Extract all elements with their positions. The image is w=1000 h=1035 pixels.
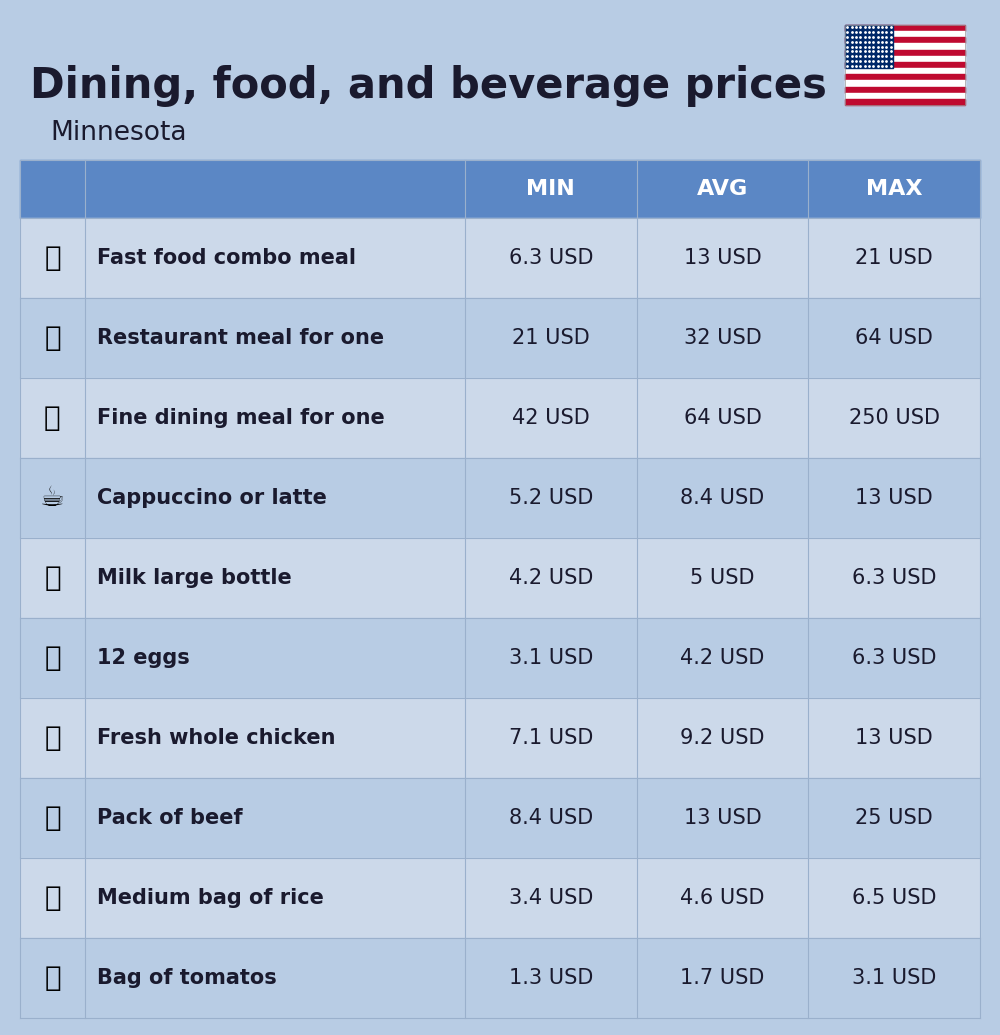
Text: 6.3 USD: 6.3 USD (852, 648, 936, 668)
Bar (845, 25, 965, 105)
Bar (845, 99, 965, 105)
Text: 5.2 USD: 5.2 USD (509, 487, 593, 508)
Text: 21 USD: 21 USD (512, 328, 590, 348)
Text: 4.6 USD: 4.6 USD (680, 888, 765, 908)
Text: 12 eggs: 12 eggs (97, 648, 190, 668)
Bar (845, 75, 965, 81)
Text: 32 USD: 32 USD (684, 328, 761, 348)
Text: 250 USD: 250 USD (849, 408, 940, 428)
Text: MIN: MIN (526, 179, 575, 199)
Text: 21 USD: 21 USD (855, 248, 933, 268)
Text: 13 USD: 13 USD (684, 808, 761, 828)
Text: Milk large bottle: Milk large bottle (97, 568, 292, 588)
Bar (845, 87, 965, 93)
Text: 8.4 USD: 8.4 USD (509, 808, 593, 828)
Bar (20, 218, 980, 298)
Text: 42 USD: 42 USD (512, 408, 590, 428)
Text: 3.4 USD: 3.4 USD (509, 888, 593, 908)
Text: Medium bag of rice: Medium bag of rice (97, 888, 324, 908)
Text: 🍚: 🍚 (44, 884, 61, 912)
Text: Cappuccino or latte: Cappuccino or latte (97, 487, 327, 508)
Text: 3.1 USD: 3.1 USD (852, 968, 936, 988)
Bar (845, 43, 965, 50)
Text: 1.3 USD: 1.3 USD (509, 968, 593, 988)
Text: 9.2 USD: 9.2 USD (680, 728, 765, 748)
Bar (845, 50, 965, 56)
Text: 5 USD: 5 USD (690, 568, 755, 588)
Text: 4.2 USD: 4.2 USD (680, 648, 765, 668)
Text: 64 USD: 64 USD (684, 408, 761, 428)
Bar (20, 858, 980, 938)
Text: ☕: ☕ (40, 484, 65, 512)
Text: Fresh whole chicken: Fresh whole chicken (97, 728, 336, 748)
Text: 🥩: 🥩 (44, 804, 61, 832)
Text: Restaurant meal for one: Restaurant meal for one (97, 328, 384, 348)
Text: 🥛: 🥛 (44, 564, 61, 592)
Bar (845, 68, 965, 75)
Bar (845, 25, 965, 31)
Text: 13 USD: 13 USD (855, 487, 933, 508)
Bar (20, 459, 980, 538)
Bar (845, 93, 965, 99)
Bar (20, 538, 980, 618)
Text: 7.1 USD: 7.1 USD (509, 728, 593, 748)
Text: AVG: AVG (697, 179, 748, 199)
Bar (845, 81, 965, 87)
Text: 🍽️: 🍽️ (44, 404, 61, 432)
Text: 13 USD: 13 USD (684, 248, 761, 268)
Bar (20, 778, 980, 858)
Text: Pack of beef: Pack of beef (97, 808, 243, 828)
Bar (845, 56, 965, 62)
Bar (845, 25, 893, 68)
Text: 🍳: 🍳 (44, 324, 61, 352)
Text: 6.3 USD: 6.3 USD (509, 248, 593, 268)
Text: Bag of tomatos: Bag of tomatos (97, 968, 277, 988)
Text: 8.4 USD: 8.4 USD (680, 487, 765, 508)
Bar (20, 298, 980, 378)
Bar (845, 31, 965, 37)
Text: 🍔: 🍔 (44, 244, 61, 272)
Text: 🍅: 🍅 (44, 964, 61, 992)
Text: Minnesota: Minnesota (50, 120, 186, 146)
Text: 4.2 USD: 4.2 USD (509, 568, 593, 588)
Bar (20, 160, 980, 218)
Text: Dining, food, and beverage prices: Dining, food, and beverage prices (30, 65, 827, 107)
Text: MAX: MAX (866, 179, 922, 199)
Bar (20, 938, 980, 1018)
Text: 25 USD: 25 USD (855, 808, 933, 828)
Text: 6.5 USD: 6.5 USD (852, 888, 936, 908)
Bar (20, 698, 980, 778)
Bar (845, 62, 965, 68)
Bar (20, 378, 980, 459)
Bar (20, 618, 980, 698)
Text: 1.7 USD: 1.7 USD (680, 968, 765, 988)
Text: 6.3 USD: 6.3 USD (852, 568, 936, 588)
Text: 3.1 USD: 3.1 USD (509, 648, 593, 668)
Text: Fine dining meal for one: Fine dining meal for one (97, 408, 385, 428)
Text: 64 USD: 64 USD (855, 328, 933, 348)
Bar (845, 37, 965, 43)
Text: 🐔: 🐔 (44, 724, 61, 752)
Text: 🥚: 🥚 (44, 644, 61, 672)
Text: 13 USD: 13 USD (855, 728, 933, 748)
Text: Fast food combo meal: Fast food combo meal (97, 248, 356, 268)
